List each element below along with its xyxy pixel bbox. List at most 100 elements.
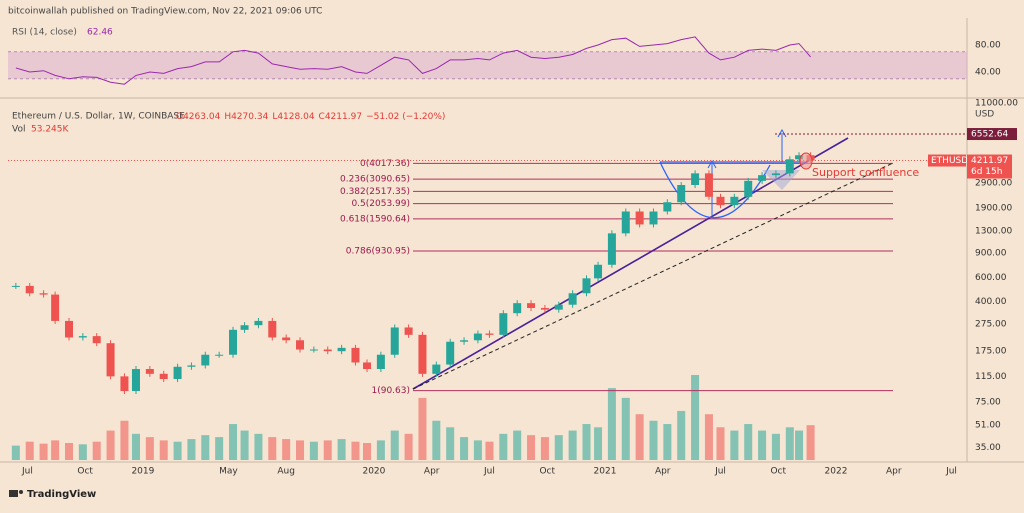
fib-label: 0.786(930.95) [346, 247, 410, 257]
arrow-head [777, 128, 787, 138]
x-tick-label: 2022 [825, 467, 848, 477]
volume-bar [795, 430, 804, 460]
candle-body [568, 293, 577, 305]
volume-bar [254, 433, 263, 460]
candle-body [460, 340, 469, 342]
candle-body [607, 233, 616, 265]
volume-bar [607, 388, 616, 460]
volume-bar [806, 425, 815, 460]
footer: TradingView [27, 489, 96, 500]
volume-bar [390, 430, 399, 460]
candle-body [716, 196, 725, 206]
x-tick-label: 2019 [131, 467, 154, 477]
ohlc-item: −51.02 (−1.20%) [366, 112, 445, 122]
candle-body [268, 320, 277, 338]
volume-bar [513, 430, 522, 460]
volume-bar [145, 437, 154, 460]
header: bitcoinwallah published on TradingView.c… [8, 7, 322, 17]
candle-body [363, 362, 372, 370]
volume-bar [376, 440, 385, 460]
candle-body [337, 347, 346, 352]
candle-body [691, 173, 700, 185]
x-tick-label: 2020 [362, 467, 385, 477]
candle-body [64, 320, 73, 338]
cup [659, 161, 771, 219]
volume-bar [635, 414, 644, 460]
y-tick-label: 1900.00 [975, 204, 1012, 214]
x-tick-label: Jul [21, 467, 33, 477]
candle-body [635, 211, 644, 225]
volume-bar [485, 441, 494, 460]
y-tick-label: 51.00 [975, 421, 1001, 431]
volume-bar [173, 441, 182, 460]
candle-body [282, 337, 291, 341]
candle-body [187, 365, 196, 367]
candle-body [446, 341, 455, 365]
volume-bar [404, 433, 413, 460]
logo: TradingView [9, 489, 96, 500]
volume-name: Vol [12, 125, 25, 135]
candle-body [106, 343, 115, 377]
x-tick-label: 2021 [594, 467, 617, 477]
candle-body [25, 285, 34, 294]
volume-bar [51, 440, 60, 460]
y-tick-label: 1300.00 [975, 226, 1012, 236]
volume-bar [159, 440, 168, 460]
volume-bar [106, 430, 115, 460]
volume-bar [351, 441, 360, 460]
y-tick-label: 75.00 [975, 397, 1001, 407]
y-tick-label: 35.00 [975, 443, 1001, 453]
volume-bar [201, 435, 210, 460]
candle-body [254, 320, 263, 326]
volume-bar [268, 437, 277, 460]
countdown: 6d 15h [971, 167, 1002, 177]
volume-bar [92, 441, 101, 460]
target-label: 6552.64 [971, 130, 1008, 140]
candle-body [39, 293, 48, 295]
candle-body [771, 173, 780, 176]
candle-body [51, 294, 60, 321]
x-tick-label: Oct [539, 467, 555, 477]
x-tick-label: Oct [770, 467, 786, 477]
candle-body [730, 196, 739, 206]
volume-bar [446, 427, 455, 460]
candle-body [201, 354, 210, 366]
ohlc-item: O4263.04 [176, 112, 221, 122]
candle-body [432, 364, 441, 374]
candle-body [554, 304, 563, 310]
candle-body [649, 211, 658, 225]
x-tick-label: Aug [277, 467, 295, 477]
shade [762, 170, 800, 190]
symbol-box [928, 154, 966, 167]
candle-body [744, 180, 753, 197]
volume-bar [323, 440, 332, 460]
candle-body [173, 366, 182, 380]
price-label: 4211.97 [971, 156, 1008, 166]
volume-bar [663, 424, 672, 460]
volume-bar [582, 424, 591, 460]
volume-bar [120, 420, 129, 460]
y-tick-label: 115.00 [975, 372, 1007, 382]
volume-value: 53.245K [31, 125, 69, 135]
volume-bar [363, 443, 372, 460]
candle-body [120, 376, 129, 392]
volume-bar [554, 435, 563, 460]
x-tick-label: Apr [886, 467, 902, 477]
rsi-line [15, 36, 811, 85]
candle-body [296, 340, 305, 350]
annotation: Support confluence [812, 166, 919, 179]
volume-bar [296, 440, 305, 460]
ohlc-item: L4128.04 [272, 112, 315, 122]
candle-body [351, 347, 360, 363]
y-tick-label: 275.00 [975, 320, 1007, 330]
volume-bar [540, 437, 549, 460]
candle-body [404, 327, 413, 335]
rsi-name: RSI (14, close) [12, 28, 77, 38]
volume-bar [337, 439, 346, 460]
ohlc-legend: O4263.04 H4270.34 L4128.04 C4211.97 −51.02 (… [176, 112, 445, 122]
volume-bar [499, 433, 508, 460]
x-tick-label: May [219, 467, 238, 477]
candle-body [78, 336, 87, 338]
volume-bar [568, 430, 577, 460]
y-tick-label: 2900.00 [975, 178, 1012, 188]
